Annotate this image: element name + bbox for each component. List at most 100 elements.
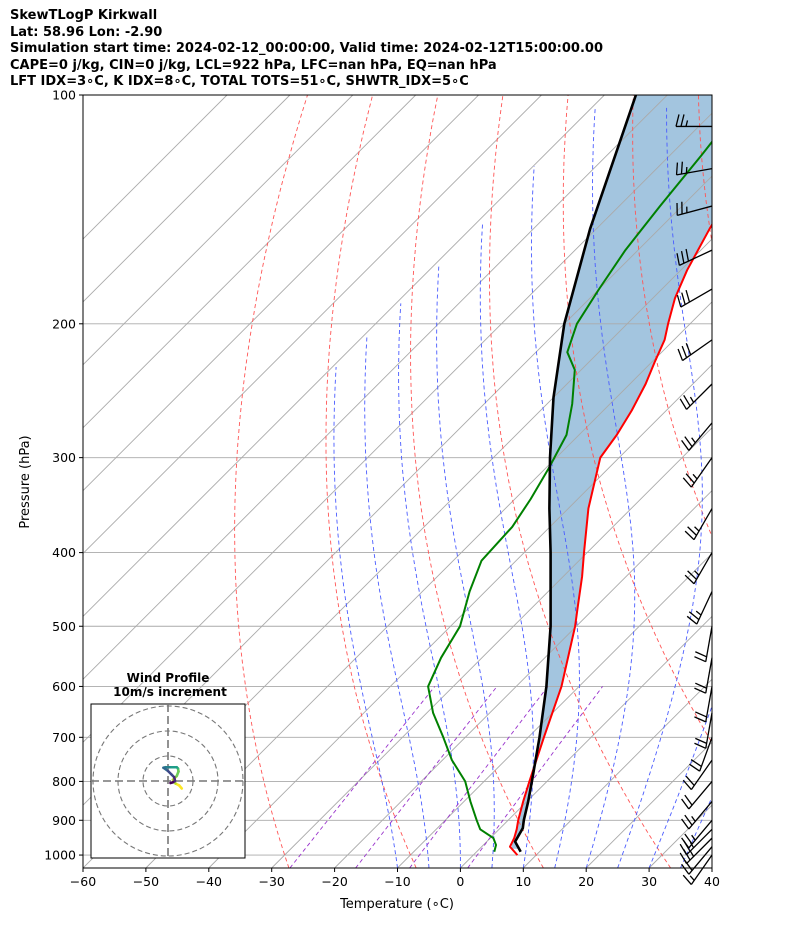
barb-shaft bbox=[693, 552, 713, 585]
y-tick-label: 500 bbox=[52, 619, 76, 634]
barb-half-flag bbox=[695, 610, 702, 616]
isotherm-line bbox=[334, 489, 712, 868]
barb-flag bbox=[682, 779, 692, 791]
y-tick-label: 200 bbox=[52, 316, 76, 331]
wind-barb bbox=[682, 759, 713, 791]
barb-flag bbox=[684, 574, 695, 585]
x-tick-label: 20 bbox=[578, 874, 594, 889]
barb-flag bbox=[679, 398, 688, 410]
barb-flag bbox=[681, 863, 690, 875]
barb-flag bbox=[687, 526, 697, 536]
wind-barb bbox=[681, 780, 713, 810]
barb-flag bbox=[684, 794, 693, 806]
barb-shaft bbox=[705, 657, 713, 694]
y-tick-label: 100 bbox=[52, 88, 76, 103]
hodograph-title: Wind Profile bbox=[127, 671, 210, 685]
barb-shaft bbox=[688, 819, 713, 849]
barb-half-flag bbox=[692, 473, 698, 480]
barb-flag bbox=[690, 758, 702, 767]
x-tick-label: 10 bbox=[515, 874, 531, 889]
barb-half-flag bbox=[694, 570, 700, 576]
barb-shaft bbox=[705, 626, 713, 662]
isotherm-line bbox=[711, 867, 712, 868]
barb-shaft bbox=[705, 686, 713, 723]
wind-barb bbox=[686, 591, 713, 625]
barb-flag bbox=[685, 473, 695, 484]
barb-half-flag bbox=[691, 834, 696, 841]
wind-barb bbox=[684, 508, 713, 541]
barb-shaft bbox=[690, 854, 713, 885]
y-tick-label: 600 bbox=[52, 679, 76, 694]
x-tick-label: 0 bbox=[456, 874, 464, 889]
simulation-times: Simulation start time: 2024-02-12_00:00:… bbox=[10, 41, 603, 56]
isotherm-line bbox=[83, 95, 479, 492]
x-tick-label: −20 bbox=[321, 874, 347, 889]
wind-barb bbox=[681, 422, 713, 451]
moist-adiabat bbox=[585, 107, 636, 868]
wind-barb bbox=[694, 657, 713, 694]
x-tick-label: −50 bbox=[133, 874, 159, 889]
wind-barb bbox=[677, 339, 713, 362]
barb-half-flag bbox=[691, 437, 696, 444]
barb-half-flag bbox=[694, 526, 700, 532]
wind-barb bbox=[682, 457, 713, 488]
dry-adiabat bbox=[697, 95, 712, 246]
barb-flag bbox=[681, 345, 688, 358]
barb-flag bbox=[688, 611, 700, 621]
moist-adiabat bbox=[333, 366, 398, 868]
axes: −60 −50 −40 −30 −20 −10 0 10 20 30 40 100 200 300 400 5… bbox=[44, 88, 720, 890]
isotherm-line bbox=[522, 678, 712, 868]
mixing-ratio-line bbox=[409, 686, 549, 868]
barb-half-flag bbox=[689, 850, 695, 857]
barb-shaft bbox=[699, 737, 713, 772]
isotherm-line bbox=[83, 95, 354, 366]
isotherm-line bbox=[397, 552, 712, 868]
barb-flag bbox=[677, 348, 684, 361]
mixing-ratio-line bbox=[467, 686, 603, 868]
barb-shaft bbox=[688, 846, 713, 875]
x-tick-label: −30 bbox=[259, 874, 285, 889]
barb-flag bbox=[695, 711, 707, 718]
wind-barb bbox=[694, 712, 713, 749]
barb-shaft bbox=[686, 837, 713, 865]
isotherm-line bbox=[83, 95, 417, 429]
hodograph-plot bbox=[91, 704, 245, 858]
barb-shaft bbox=[686, 383, 713, 410]
hodograph-subtitle: 10m/s increment bbox=[113, 685, 227, 699]
barb-flag bbox=[695, 682, 707, 689]
wind-barb bbox=[676, 288, 713, 308]
stability-parameters: CAPE=0 j/kg, CIN=0 j/kg, LCL=922 hPa, LF… bbox=[10, 57, 497, 73]
moist-adiabat bbox=[680, 796, 712, 868]
wind-barb bbox=[682, 854, 713, 885]
barb-flag bbox=[679, 852, 688, 864]
x-tick-label: −10 bbox=[384, 874, 410, 889]
chart-header: SkewTLogP Kirkwall Lat: 58.96 Lon: -2.90… bbox=[10, 8, 603, 91]
isotherm-line bbox=[83, 95, 668, 680]
barb-flag bbox=[694, 742, 707, 749]
barb-flag bbox=[680, 161, 683, 175]
x-tick-label: −40 bbox=[196, 874, 222, 889]
barb-flag bbox=[694, 656, 707, 663]
barb-flag bbox=[676, 294, 682, 308]
barb-shaft bbox=[688, 800, 713, 830]
temperature-profile bbox=[509, 222, 712, 856]
barb-flag bbox=[694, 716, 707, 723]
index-parameters: LFT IDX=3∘C, K IDX=8∘C, TOTAL TOTS=51∘C,… bbox=[10, 74, 469, 89]
x-tick-label: 40 bbox=[704, 874, 720, 889]
barb-flag bbox=[681, 798, 690, 810]
barb-shaft bbox=[680, 288, 713, 308]
wind-barb bbox=[681, 800, 713, 830]
barb-flag bbox=[681, 818, 690, 830]
moist-adiabat bbox=[479, 224, 534, 868]
wind-barb bbox=[675, 161, 713, 176]
isotherm-line bbox=[83, 112, 712, 743]
barb-shaft bbox=[679, 249, 713, 266]
station-coordinates: Lat: 58.96 Lon: -2.90 bbox=[10, 24, 163, 40]
barb-shaft bbox=[693, 508, 713, 541]
mixing-ratio-line bbox=[355, 686, 498, 868]
isotherm-line bbox=[83, 95, 605, 618]
isotherm-line bbox=[460, 615, 712, 868]
barb-flag bbox=[695, 651, 707, 658]
barb-flag bbox=[676, 253, 681, 266]
barb-flag bbox=[687, 570, 697, 580]
